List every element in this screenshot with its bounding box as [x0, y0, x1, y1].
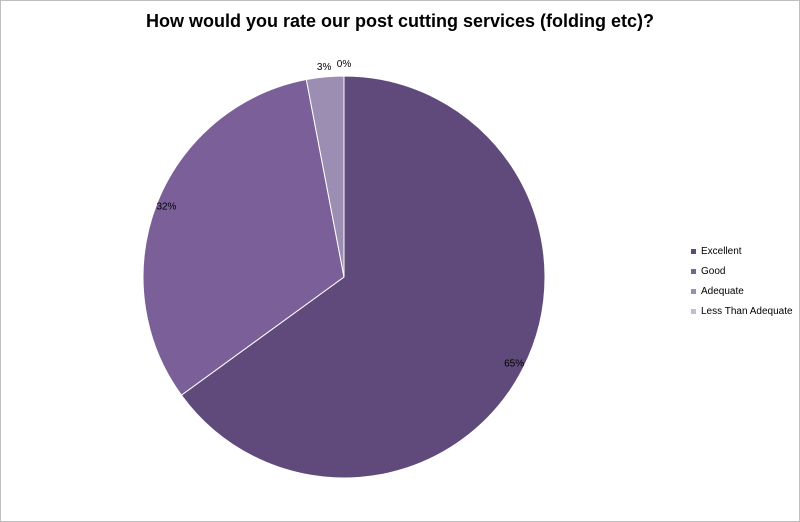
pie-slice-good: [142, 78, 345, 396]
legend-item-excellent: Excellent: [691, 241, 793, 261]
legend-label: Adequate: [701, 285, 744, 297]
pie-slice-excellent: [180, 75, 546, 479]
legend-swatch: [691, 288, 696, 294]
data-label-less-than-adequate: 0%: [337, 59, 352, 70]
legend-swatch: [691, 268, 696, 274]
legend: Excellent Good Adequate Less Than Adequate: [691, 241, 793, 321]
legend-label: Good: [701, 265, 726, 277]
legend-item-adequate: Adequate: [691, 281, 793, 301]
data-label-adequate: 3%: [317, 62, 332, 73]
pie-slice-adequate: [305, 75, 345, 278]
data-label-good: 32%: [156, 202, 176, 213]
legend-item-good: Good: [691, 261, 793, 281]
legend-swatch: [691, 308, 696, 314]
legend-item-less-than-adequate: Less Than Adequate: [691, 301, 793, 321]
data-label-excellent: 65%: [504, 359, 524, 370]
chart-title: How would you rate our post cutting serv…: [145, 11, 655, 31]
legend-label: Less Than Adequate: [701, 305, 793, 317]
legend-swatch: [691, 248, 696, 254]
legend-label: Excellent: [701, 245, 742, 257]
